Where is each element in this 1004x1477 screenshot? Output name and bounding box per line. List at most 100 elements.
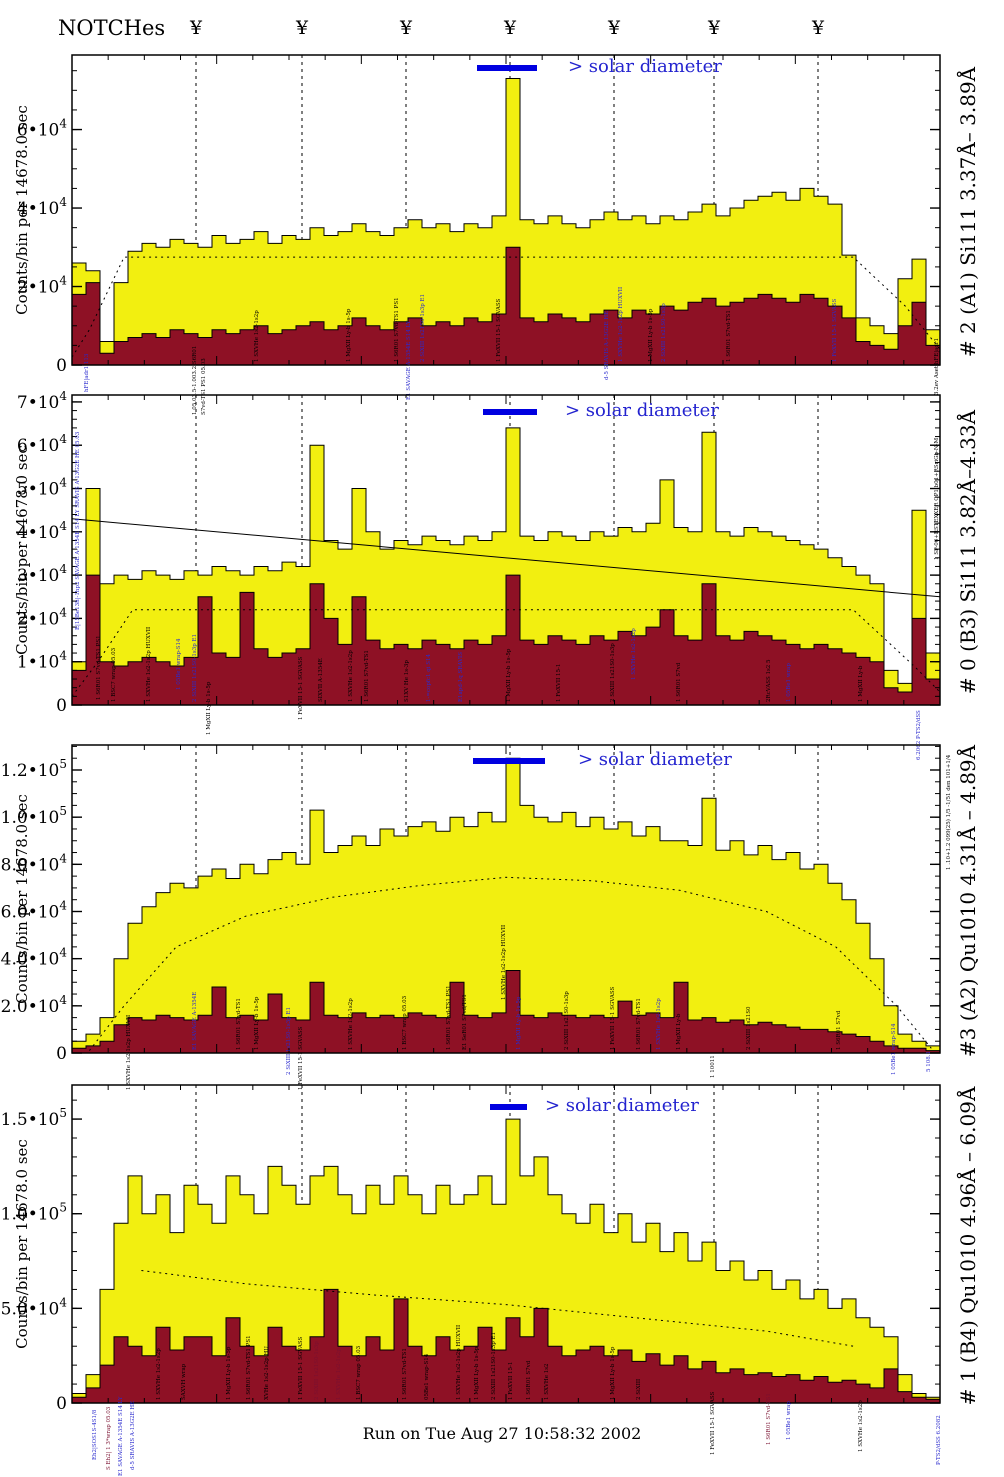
line-annotation: 1 MgXII Ly-b 1s-5p <box>506 648 512 702</box>
line-annotation: 2 SiXIII 1s21S0-1s3p <box>314 1341 320 1400</box>
line-annotation: Eh2|SOS1S-4S1/8 <box>92 1409 98 1460</box>
line-annotation: E1 SAVAGE A-1354E S14 LY <box>118 1396 124 1476</box>
line-annotation: 2RcVASS 1s2 5 <box>766 659 772 702</box>
line-annotation: 1 FeXVII 15-1 SGVASS <box>298 1336 304 1400</box>
line-annotation: 1 S6R01 S7vd-TS1 PS1 <box>96 635 102 700</box>
line-annotation: 1 MgXII Ly-b <box>676 1013 682 1050</box>
line-annotation: 2 SiXIII 1s21S0-1s3p E1 <box>491 1332 497 1400</box>
line-annotation: 1 FeXVII 15-1 <box>508 1362 514 1400</box>
panel-plot-1: 0 1•104 2•104 3•104 4•104 5•104 6•104 7•104 E|15… <box>17 389 941 760</box>
notches-header-label: NOTCHes <box>58 16 166 40</box>
line-annotation: 1 SXVHe 1s2-1s2p HUXVII <box>618 287 624 362</box>
solar-diameter-label-panel-4: > solar diameter <box>545 1095 699 1116</box>
background-histogram-area <box>72 575 940 705</box>
line-annotation: d-5 SRAVIS A-13G2E HE <box>130 1401 136 1470</box>
line-annotation: 1 MgXII Ly-b 1s-5p <box>516 996 522 1050</box>
line-annotation: 1 SP-06+RSTEXXER OP1.b01+RSriGb-N-M <box>934 437 940 560</box>
y-tick-label: 1.0•105 <box>1 1201 67 1225</box>
line-annotation: 1 SXVHe 1s2-1s2p HUXVII <box>146 627 152 702</box>
notch-marker: ¥ <box>295 17 309 39</box>
y-tick-label: 0 <box>56 1044 67 1064</box>
dotted-guide <box>71 609 941 697</box>
background-histogram-outline <box>72 246 940 354</box>
line-annotation: 2 SiXIII <box>636 1379 642 1400</box>
line-annotation: 1 05Be1 wrap <box>786 1401 792 1440</box>
y-tick-label: 2•104 <box>17 274 67 298</box>
line-annotation: 1 S6R01 S7vd <box>676 662 682 702</box>
y-tick-label: 1.5•105 <box>1 1106 67 1130</box>
line-annotation: P-TS2/dSS 6.2082 <box>936 1415 942 1465</box>
y-axis-label-panel-3: Counts/bin per 14678.0 sec <box>13 794 31 1004</box>
line-annotation: 1 SXVHe 1s2-1s2p <box>156 1348 162 1400</box>
total-histogram-outline <box>72 757 940 1047</box>
line-annotation: 1 S6R01 S7vd-TS1 PS1 <box>394 297 400 362</box>
panel-plot-0: 0 2•104 4•104 6•104 hFE|adr1 113 1 05.03.5-1.… <box>17 54 941 415</box>
total-histogram-area <box>72 758 940 1053</box>
solar-diameter-bar <box>473 758 545 764</box>
notch-marker: ¥ <box>189 17 203 39</box>
y-axis-label-panel-2: Counts/bin per 14678.0 sec <box>13 445 31 655</box>
notch-marker: ¥ <box>503 17 517 39</box>
dotted-guide <box>89 876 932 1051</box>
line-annotation: 1 BSC7 wrap 05.03 <box>402 995 408 1050</box>
solar-diameter-bar <box>483 409 537 415</box>
y-tick-label: 5.0•104 <box>1 1295 68 1319</box>
y-tick-label: 2•104 <box>17 605 67 629</box>
panel-2-right-label: # 0 (B3) Si111 3.82Å–4.33Å <box>956 409 980 695</box>
line-annotation: hFE|adr1 113 <box>84 353 90 392</box>
solar-diameter-bar <box>477 65 537 71</box>
y-tick-label: 3•104 <box>17 562 67 586</box>
y-tick-label: 1.2•105 <box>1 757 67 781</box>
line-annotation: 1 MgXII Ly-b 1s-5p <box>206 681 212 735</box>
line-annotation: 1 FeXVII 15-1 SGVASS <box>298 1026 304 1090</box>
line-annotation: 2 SiXIII 1s21S0-1s3p E1 <box>192 634 198 702</box>
line-annotation: 2 SiXIII 1s21S0-1s3p <box>661 303 667 362</box>
line-annotation: 1 05Be1 wrap-S14 <box>176 638 182 690</box>
solar-diameter-label-panel-1: > solar diameter <box>568 56 722 77</box>
line-annotation: 1 S6R01 S7vd-TS1 <box>636 998 642 1050</box>
y-tick-label: 5•104 <box>17 476 67 500</box>
line-annotation: 1 SXVHe 1s2 <box>544 1363 550 1400</box>
line-annotation: 1 S6R01 S7vd-TS1 <box>726 310 732 362</box>
line-annotation: d-5 SRAVIS A-13G2E HE <box>604 311 610 380</box>
y-axis-label-panel-4: Counts/bin per 14678.0 sec <box>13 1139 31 1349</box>
line-annotation: 1 MgXII Ly-b 1s-5p <box>610 1346 616 1400</box>
line-annotation: 1 MgXII Ly-b 1s-5p <box>254 996 260 1050</box>
line-annotation: 2 SiXIII 1s21S0-1s3p E1 <box>286 1007 292 1075</box>
notch-marker: ¥ <box>399 17 413 39</box>
line-annotation: 1 S6R01 S7vd <box>836 1010 842 1050</box>
line-annotation: 1 SXVHe 1s2-1s2p <box>254 310 260 362</box>
line-annotation: 1 S6R01 S7vd-TS1 <box>364 650 370 702</box>
line-annotation: 1 SXVHe 1s2-1s2p <box>348 650 354 702</box>
total-histogram-outline <box>72 78 940 342</box>
y-tick-label: 0 <box>56 1394 67 1414</box>
line-annotation: 1 MgXII Ly-b 1s-5p <box>474 1346 480 1400</box>
line-annotation: 1 SXVHe 1s2-1s2p <box>336 1348 342 1400</box>
line-annotation: 1 10011 <box>710 1055 716 1078</box>
total-histogram-outline <box>72 1118 940 1398</box>
total-histogram-outline <box>72 427 940 684</box>
line-annotation: 1 S6R01 S7vd <box>526 1360 532 1400</box>
y-axis-label-panel-1: Counts/bin per 14678.0 sec <box>13 105 31 315</box>
background-histogram-outline <box>72 574 940 693</box>
line-annotation: SAXVH wrap <box>181 1363 187 1400</box>
y-tick-label: 0 <box>56 356 67 376</box>
line-annotation: 1 BSC7 wrap 05.03 <box>356 1345 362 1400</box>
solar-diameter-label-panel-2: > solar diameter <box>565 400 719 421</box>
line-annotation: 1 05.03.5-1.003.2 S6R01 <box>192 346 198 415</box>
line-annotation: 1 SXVHe 1s2-1s2p <box>631 628 637 680</box>
line-annotation: E1 SAVAGE A-1354E <box>192 992 198 1050</box>
total-histogram-area <box>72 78 940 365</box>
line-annotation: 1 FeXVII 15-1 SGVASS <box>610 986 616 1050</box>
line-annotation: 1 .10+1.2 099(25) 1/5 -1/51 den 101+1/4 <box>945 754 952 870</box>
line-annotation: 1 05Be1 wrap <box>786 663 792 702</box>
y-tick-label: 2.0•104 <box>1 993 68 1017</box>
line-annotation: 1 SXVHe 1s2-1s2p HUXVII <box>126 1015 132 1090</box>
line-annotation: 2 SiXIII 1s21S0-1s3p <box>564 991 570 1050</box>
y-tick-label: 0 <box>56 696 67 716</box>
total-histogram-area <box>72 1119 940 1403</box>
line-annotation: 1 MgXII Ly-b 1s-5p <box>226 1346 232 1400</box>
line-annotation: 1 SXVHe 1s2-1s2p <box>348 998 354 1050</box>
y-tick-label: 4.0•104 <box>1 946 68 970</box>
